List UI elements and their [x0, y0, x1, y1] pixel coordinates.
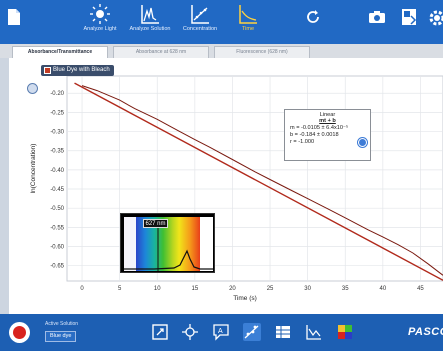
fit-title: Linear [319, 112, 336, 118]
time-label: Time [241, 26, 255, 32]
file-icon[interactable] [4, 8, 24, 46]
x-tick-label: 0 [80, 286, 84, 292]
svg-text:A: A [218, 328, 223, 335]
curve-fit-box[interactable]: Linear mt + b m = -0.0105 ± 6.4x10⁻⁵ b =… [284, 109, 371, 161]
legend-chip[interactable]: Blue Dye with Bleach [41, 65, 114, 76]
x-tick-label: 20 [229, 286, 236, 292]
axis-scale-button[interactable] [27, 83, 38, 94]
x-tick-label: 35 [342, 286, 349, 292]
y-tick-label: -0.35 [50, 149, 64, 155]
wavelength-tag: 627 nm [143, 219, 168, 228]
export-icon[interactable] [398, 8, 420, 46]
fit-correlation: r = -1.000 [290, 139, 315, 145]
crosshair-icon[interactable] [181, 323, 199, 341]
record-button[interactable] [9, 322, 30, 343]
x-tick-label: 45 [417, 286, 424, 292]
fit-line [74, 82, 443, 281]
time-graph[interactable]: -0.20 -0.25 -0.30 -0.35 -0.40 -0.45 -0.50 -0.55… [9, 58, 443, 314]
spectrum-bands [124, 217, 213, 271]
y-tick-label: -0.60 [50, 245, 64, 251]
active-solution-select[interactable]: Blue dye [45, 331, 77, 342]
x-tick-label: 15 [191, 286, 198, 292]
side-rail [0, 58, 9, 314]
scale-to-fit-icon[interactable] [151, 323, 169, 341]
top-toolbar: Analyze Light Analyze Solution Concentra… [0, 0, 443, 44]
spectrum-inset[interactable]: 627 nm [120, 213, 215, 273]
camera-icon[interactable] [366, 10, 388, 48]
x-tick-label: 25 [267, 286, 274, 292]
time-button[interactable]: Time [226, 3, 270, 41]
annotation-icon[interactable]: A [212, 323, 230, 341]
data-table-icon[interactable] [274, 323, 292, 341]
color-picker-icon[interactable] [336, 323, 354, 341]
x-axis-label: Time (s) [233, 295, 257, 302]
analyze-solution-button[interactable]: Analyze Solution [128, 3, 172, 41]
y-tick-label: -0.40 [50, 168, 64, 174]
x-tick-label: 10 [154, 286, 161, 292]
tab-absorbance-transmittance[interactable]: Absorbance/Transmittance [12, 46, 108, 58]
bottom-toolbar: Active Solution Blue dye A PASCO [0, 314, 443, 351]
slope-icon[interactable] [305, 323, 323, 341]
spectrum-ir-region [200, 217, 213, 271]
spectrum-uv-region [124, 217, 136, 271]
concentration-button[interactable]: Concentration [178, 3, 222, 41]
x-tick-label: 5 [118, 286, 122, 292]
data-series-line [81, 85, 443, 276]
fit-slope: m = -0.0105 ± 6.4x10⁻⁵ [290, 125, 349, 131]
brand-logo: PASCO [408, 326, 443, 338]
analyze-solution-label: Analyze Solution [129, 26, 171, 32]
y-tick-label: -0.50 [50, 206, 64, 212]
tab-fluorescence[interactable]: Fluorescence (628 nm) [214, 46, 310, 58]
tab-bar: Absorbance/Transmittance Absorbance at 6… [0, 44, 443, 58]
fit-intercept: b = -0.184 ± 0.0018 [290, 132, 339, 138]
analyze-light-button[interactable]: Analyze Light [78, 3, 122, 41]
y-tick-label: -0.65 [50, 264, 64, 270]
settings-icon[interactable] [428, 9, 443, 47]
y-tick-label: -0.30 [50, 130, 64, 136]
analyze-light-label: Analyze Light [83, 26, 117, 32]
y-tick-label: -0.20 [50, 91, 64, 97]
y-axis-label: ln(Concentration) [30, 144, 37, 194]
light-bulb-icon [90, 4, 110, 24]
refresh-icon[interactable] [302, 9, 324, 47]
concentration-icon [191, 5, 209, 24]
active-solution-label: Active Solution [45, 321, 79, 327]
legend-label: Blue Dye with Bleach [53, 67, 110, 73]
fit-info-icon[interactable] [358, 138, 367, 147]
x-tick-label: 40 [379, 286, 386, 292]
fit-equation: mt + b [319, 118, 336, 124]
y-tick-label: -0.25 [50, 110, 64, 116]
spectrum-absorbance-curve [124, 223, 213, 271]
time-graph-icon [239, 5, 257, 24]
legend-swatch [44, 67, 51, 74]
concentration-label: Concentration [182, 26, 218, 32]
y-tick-label: -0.45 [50, 187, 64, 193]
x-tick-label: 30 [304, 286, 311, 292]
curve-fit-icon[interactable] [243, 323, 261, 341]
tab-absorbance-at-wavelength[interactable]: Absorbance at 628 nm [113, 46, 209, 58]
spectrum-icon [141, 5, 159, 24]
y-tick-label: -0.55 [50, 225, 64, 231]
